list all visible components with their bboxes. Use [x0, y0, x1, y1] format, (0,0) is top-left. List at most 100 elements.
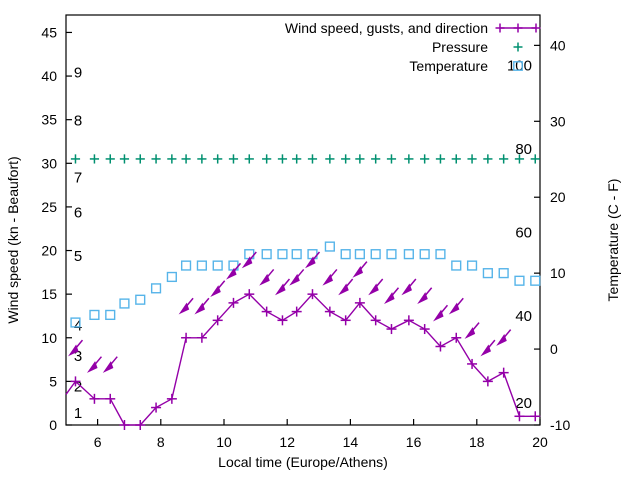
wind-direction-arrow [289, 268, 305, 286]
arrow-head [241, 256, 253, 269]
y-axis-title-label: Wind speed (kn - Beaufort) [5, 156, 21, 323]
beaufort-label: 3 [74, 348, 82, 365]
y2-tick-label: 30 [550, 113, 566, 129]
wind-direction-arrow [322, 268, 338, 286]
chart-legend: Wind speed, gusts, and direction Pressure… [285, 20, 541, 74]
wind-direction-arrow [401, 278, 417, 296]
plot-frame [65, 14, 541, 426]
arrow-head [289, 273, 300, 286]
wind-direction-arrow [480, 339, 496, 357]
y2-tick-label: 0 [550, 341, 558, 357]
y2-tick-label: -10 [550, 417, 570, 433]
y-tick-label: 5 [49, 373, 57, 389]
wind-direction-arrow [384, 287, 400, 305]
arrow-head [86, 361, 98, 373]
y-axis-title: Wind speed (kn - Beaufort) [5, 156, 21, 323]
arrow-head [496, 334, 507, 346]
x-axis-title-label: Local time (Europe/Athens) [218, 454, 388, 470]
wind-direction-arrow [448, 297, 464, 315]
beaufort-label: 6 [74, 204, 82, 221]
y-tick-label: 40 [41, 68, 57, 84]
arrow-head [259, 273, 270, 286]
temperature-point [135, 294, 146, 305]
temperature-point [196, 260, 207, 271]
arrow-head [338, 283, 349, 296]
y-tick-label: 20 [41, 243, 57, 259]
wind-direction-arrow [226, 262, 242, 280]
beaufort-label: 9 [74, 65, 82, 82]
temperature-point [354, 249, 365, 260]
fahrenheit-label: 100 [507, 57, 532, 74]
arrow-head [102, 361, 114, 373]
x-tick-label: 12 [279, 434, 295, 450]
temperature-point [482, 268, 493, 279]
temperature-point [291, 249, 302, 260]
temperature-point [119, 298, 130, 309]
y-tick-label: 15 [41, 286, 57, 302]
legend-label: Temperature [409, 58, 488, 74]
temperature-point [466, 260, 478, 271]
x-tick-label: 20 [532, 434, 548, 450]
x-tick-label: 18 [469, 434, 485, 450]
wind-direction-arrow [194, 297, 210, 315]
arrow-head [480, 344, 491, 357]
y-axis-ticks: 0 5 10 15 20 25 30 35 40 45 [41, 24, 72, 433]
wind-direction-arrow [241, 251, 257, 269]
arrow-head [226, 267, 237, 280]
temperature-point [261, 249, 272, 260]
y2-tick-label: 10 [550, 265, 566, 281]
wind-speed-line [75, 293, 536, 426]
temperature-point [150, 283, 162, 294]
wind-direction-arrow [305, 251, 321, 269]
wind-direction-arrow [464, 322, 480, 339]
x-tick-label: 6 [94, 434, 102, 450]
beaufort-label: 2 [74, 379, 82, 396]
x-tick-label: 10 [216, 434, 232, 450]
temperature-point [514, 275, 525, 286]
beaufort-label: 1 [74, 405, 82, 422]
legend-label: Wind speed, gusts, and direction [285, 20, 488, 36]
arrow-head [352, 266, 364, 278]
arrow-head [464, 327, 476, 339]
y-tick-label: 30 [41, 155, 57, 171]
arrow-head [384, 292, 395, 305]
arrow-head [68, 344, 79, 357]
legend-marker [513, 61, 523, 71]
arrow-head [401, 283, 412, 296]
wind-direction-arrow [496, 329, 512, 346]
temperature-point [370, 249, 381, 260]
wind-direction-arrows [68, 251, 512, 373]
beaufort-scale-labels: 1 2 3 4 5 6 7 8 9 [74, 65, 82, 422]
arrow-head [417, 292, 428, 305]
y2-axis-title: Temperature (C - F) [605, 179, 621, 302]
temperature-point [70, 317, 81, 328]
wind-direction-arrow [102, 356, 118, 373]
wind-speed-line-stub [65, 380, 77, 395]
temperature-point [212, 260, 223, 271]
arrow-head [322, 273, 333, 286]
temperature-point [180, 260, 192, 271]
legend-label: Pressure [432, 39, 488, 55]
arrow-head [194, 302, 206, 315]
arrow-head [448, 302, 460, 315]
fahrenheit-label: 60 [515, 224, 532, 241]
arrow-head [305, 256, 316, 269]
y-tick-label: 0 [49, 417, 57, 433]
wind-direction-arrow [259, 268, 275, 286]
temperature-series [70, 241, 541, 328]
temperature-point [403, 249, 414, 260]
temperature-point [340, 249, 351, 260]
temperature-point [386, 249, 397, 260]
temperature-point [451, 260, 462, 271]
plot-border [65, 14, 541, 426]
x-tick-label: 16 [406, 434, 422, 450]
arrow-head [178, 302, 190, 315]
fahrenheit-label: 80 [515, 141, 532, 158]
beaufort-label: 7 [74, 169, 82, 186]
temperature-point [105, 309, 116, 321]
temperature-point [89, 309, 100, 321]
arrow-head [210, 285, 221, 298]
